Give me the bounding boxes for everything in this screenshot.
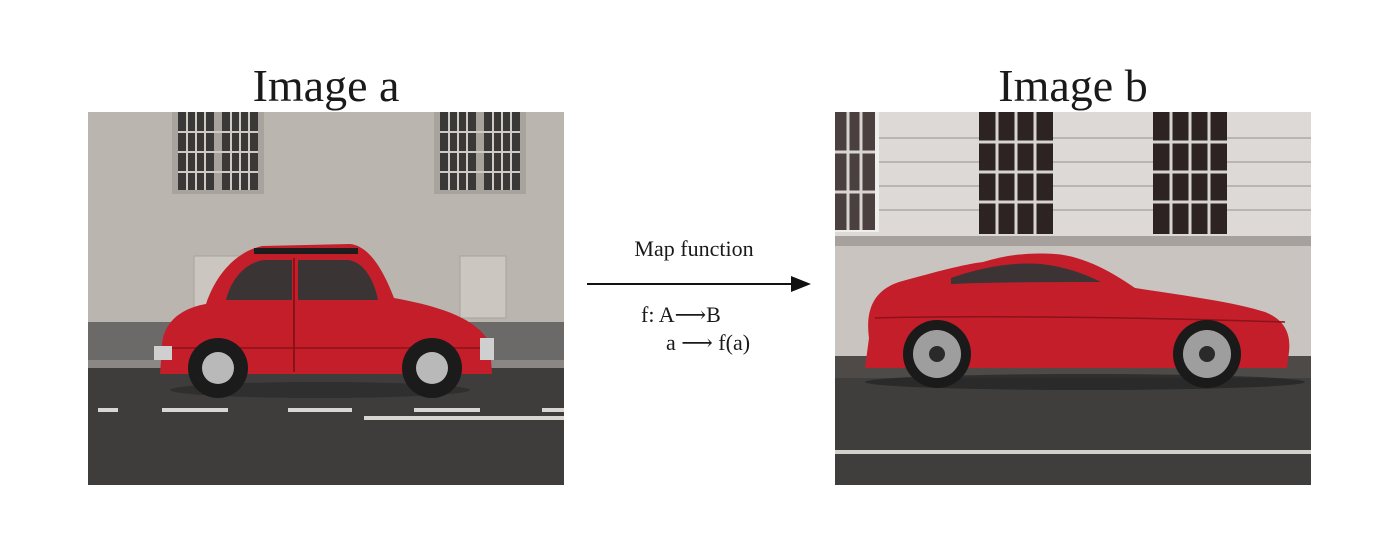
mapping-arrow [587,276,811,292]
function-rule: a ⟶ f(a) [666,330,751,355]
image-a-photo [88,112,564,485]
arrow-head [791,276,811,292]
road [835,378,1311,485]
window-left [172,112,264,194]
red-fiat-car [154,244,494,398]
building-facade [835,112,1311,242]
map-function-label: Map function [634,236,754,261]
red-jaguar-car [865,253,1305,390]
image-b-title: Image b [998,60,1148,111]
image-b-photo [835,112,1311,485]
function-signature: f: A⟶B [641,302,721,327]
window-right [434,112,526,194]
image-a-title: Image a [252,60,400,111]
